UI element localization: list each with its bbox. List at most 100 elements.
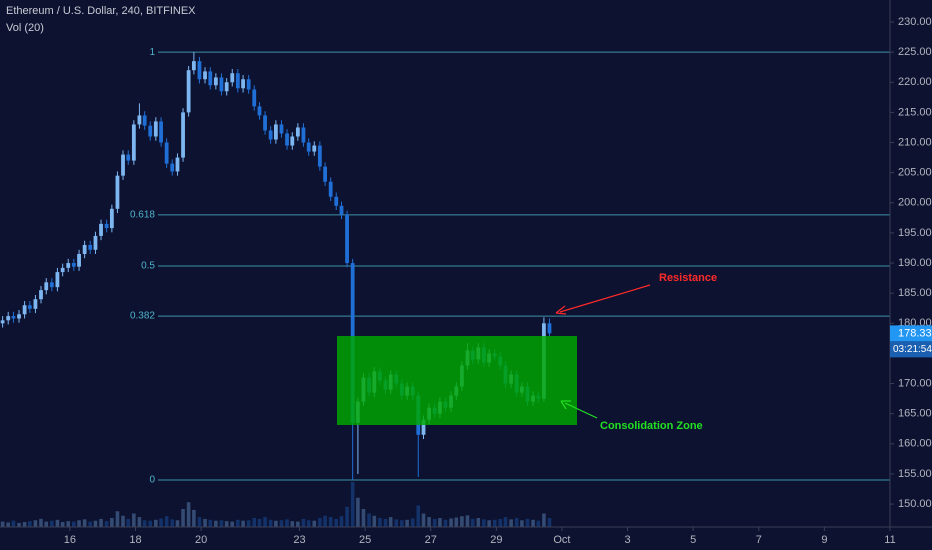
candle-body [339,205,344,215]
volume-bar [203,518,207,527]
volume-bar [197,517,202,527]
volume-bar [11,520,16,527]
volume-bar [72,521,76,527]
volume-bar [186,502,191,527]
candle-body [323,166,327,182]
candle-body [306,142,311,152]
x-tick-label: 5 [690,534,696,546]
volume-bar [252,518,257,527]
volume-bar [104,521,109,527]
volume-bar [476,518,481,527]
candle-body [421,419,426,435]
volume-bar [121,515,125,527]
volume-bar [82,519,87,527]
fib-label: 0.618 [130,209,155,220]
candle-body [279,124,284,134]
candle-body [328,181,333,197]
volume-bar [432,518,437,527]
volume-bar [454,517,459,527]
volume-bar [421,513,426,527]
candle-body [334,196,339,206]
consolidation-zone [337,336,577,425]
volume-bar [405,519,409,527]
volume-bar [487,520,491,527]
candle-body [0,320,5,324]
candle-body [219,77,224,92]
candle-body [285,133,289,146]
candle-body [115,175,120,209]
x-tick-label: 20 [195,534,207,546]
candle-body [208,71,213,86]
candle-body [301,127,306,143]
volume-bar [301,518,306,527]
y-tick-label: 210.00 [898,136,932,148]
volume-bar [148,520,153,527]
candle-body [159,121,163,143]
volume-bar [230,521,235,527]
volume-bar [306,520,311,527]
y-tick-label: 225.00 [898,46,932,58]
chart-title: Ethereum / U.S. Dollar, 240, BITFINEX [6,5,196,17]
volume-bar [241,520,245,527]
candle-body [213,77,218,86]
volume-bar [246,520,251,527]
candle-body [230,73,235,83]
y-tick-label: 165.00 [898,408,932,420]
y-tick-label: 205.00 [898,167,932,179]
candle-body [273,124,278,140]
volume-bar [318,518,322,527]
fib-label: 0 [149,475,155,486]
volume-bar [339,516,344,527]
volume-bar [536,520,541,527]
candle-body [170,163,175,172]
candle-body [11,316,16,319]
candle-body [99,223,103,236]
volume-bar [416,505,421,527]
candle-body [27,305,32,309]
candle-body [131,124,136,161]
candle-body [252,89,257,107]
volume-bar [372,515,377,527]
volume-bar [181,509,185,527]
candle-body [246,79,251,90]
volume-bar [28,521,32,527]
volume-bar [208,519,213,527]
candle-body [241,79,245,89]
volume-bar [274,520,278,527]
candle-body [6,316,11,321]
x-tick-label: 29 [490,534,502,546]
fib-label: 0.382 [130,311,155,322]
volume-bar [350,482,355,527]
volume-bar [159,518,163,527]
volume-bar [93,520,98,527]
last-price-label: 178.33 [898,327,932,339]
candle-body [39,290,43,300]
volume-bar [400,520,404,527]
candle-body [71,263,76,267]
fib-label: 0.5 [141,261,155,272]
candle-body [109,208,114,229]
volume-bar [356,497,360,527]
volume-bar [263,517,267,527]
volume-bar [154,519,158,527]
volume-bar [164,516,169,527]
candle-body [93,235,98,250]
y-tick-label: 230.00 [898,16,932,28]
volume-bar [110,518,114,527]
axes: 150.00155.00160.00165.00170.00175.00180.… [64,16,932,546]
candle-body [148,125,153,137]
candle-body [317,145,322,167]
candle-body [22,305,27,315]
y-tick-label: 160.00 [898,438,932,450]
candle-body [55,272,60,288]
y-tick-label: 195.00 [898,227,932,239]
volume-bar [482,519,486,527]
volume-bar [115,511,120,527]
candle-body [186,70,191,113]
volume-bar [33,520,38,527]
volume-bar [460,516,464,527]
volume-bar [367,513,371,527]
candle-body [197,61,202,80]
